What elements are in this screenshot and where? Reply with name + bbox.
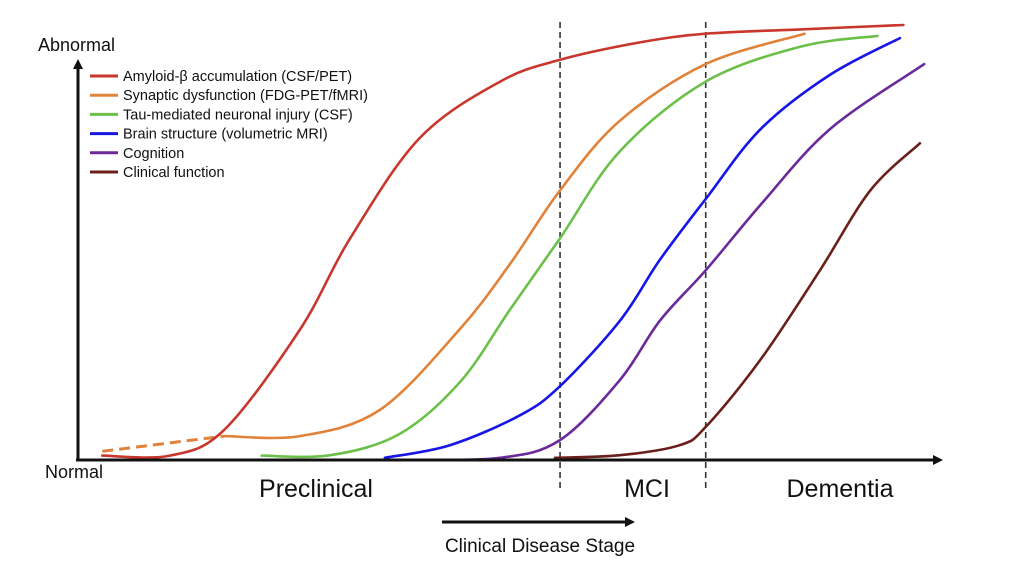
legend-label-amyloid-accumulation-csf-pet: Amyloid-β accumulation (CSF/PET) [123, 69, 352, 85]
series-line-brain-structure-volumetric-mri [383, 36, 902, 460]
series-line-amyloid-accumulation-csf-pet [101, 23, 905, 459]
series-line-synaptic-dysfunction-fdg-pet-fmri [223, 32, 806, 440]
series-line-dashed-synaptic-dysfunction-fdg-pet-fmri [102, 434, 225, 453]
legend-label-synaptic-dysfunction-fdg-pet-fmri: Synaptic dysfunction (FDG-PET/fMRI) [123, 88, 368, 104]
legend-label-clinical-function: Clinical function [123, 165, 225, 181]
stage-boundaries [559, 22, 707, 488]
y-axis-top-label: Abnormal [38, 35, 115, 55]
series-line-tau-mediated-neuronal-injury-csf [260, 34, 879, 459]
legend-label-cognition: Cognition [123, 146, 184, 162]
stage-label-preclinical: Preclinical [259, 475, 373, 503]
y-axis-bottom-label: Normal [45, 462, 103, 482]
series-layer [101, 23, 926, 462]
series-line-clinical-function [553, 142, 922, 460]
legend: Amyloid-β accumulation (CSF/PET) Synaptic… [90, 69, 368, 181]
stage-label-dementia: Dementia [787, 475, 894, 503]
series-line-cognition [408, 62, 926, 462]
stage-label-mci: MCI [624, 475, 670, 503]
legend-label-brain-structure-volumetric-mri: Brain structure (volumetric MRI) [123, 127, 328, 143]
x-axis-label: Clinical Disease Stage [445, 536, 635, 557]
legend-label-tau-mediated-neuronal-injury-csf: Tau-mediated neuronal injury (CSF) [123, 107, 353, 123]
